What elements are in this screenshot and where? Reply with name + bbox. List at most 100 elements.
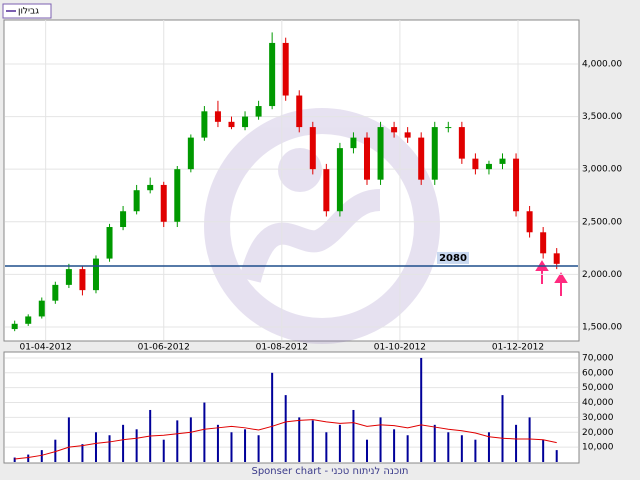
- candle-body: [540, 232, 547, 254]
- x-tick-label: 01-12-2012: [492, 343, 544, 353]
- volume-bar: [501, 395, 504, 462]
- y-tick-label: 4,000.00: [582, 59, 622, 69]
- volume-bar: [162, 439, 165, 462]
- volume-bar: [352, 409, 355, 462]
- candle-body: [350, 137, 357, 149]
- volume-bar: [487, 432, 490, 462]
- candle-body: [499, 158, 506, 164]
- volume-bar: [515, 424, 518, 462]
- legend-box: [2, 3, 52, 19]
- candle-body: [485, 163, 492, 170]
- volume-bar: [176, 420, 179, 462]
- volume-bar: [257, 435, 260, 462]
- candle-body: [269, 42, 276, 107]
- candle-body: [147, 184, 154, 191]
- volume-bar: [216, 424, 219, 462]
- y-tick-label: 3,500.00: [582, 112, 622, 122]
- candle-body: [377, 127, 384, 180]
- volume-bar: [338, 424, 341, 462]
- volume-bar: [94, 432, 97, 462]
- volume-bar: [379, 417, 382, 462]
- candle-body: [228, 121, 235, 128]
- volume-bar: [365, 439, 368, 462]
- candle-body: [79, 269, 86, 291]
- volume-bar: [40, 450, 43, 462]
- volume-bar: [406, 435, 409, 462]
- volume-pane: [3, 351, 580, 464]
- volume-bar: [393, 429, 396, 462]
- y-tick-label: 3,000.00: [582, 165, 622, 175]
- x-tick-label: 01-06-2012: [138, 343, 190, 353]
- y-tick-label: 70,000: [582, 353, 614, 363]
- candle-body: [242, 116, 249, 128]
- candle-body: [472, 158, 479, 170]
- volume-bar: [474, 439, 477, 462]
- level-label-bg: [437, 251, 469, 264]
- y-tick-label: 60,000: [582, 368, 614, 378]
- volume-bar: [54, 439, 57, 462]
- y-tick-label: 10,000: [582, 443, 614, 453]
- footer: Sponser chart - תוכנה לניתוח טכני: [251, 466, 408, 477]
- volume-bar: [447, 432, 450, 462]
- candle-body: [92, 258, 99, 291]
- y-tick-label: 20,000: [582, 428, 614, 438]
- volume-bar: [13, 457, 16, 462]
- volume-bar: [230, 432, 233, 462]
- volume-bar: [203, 402, 206, 462]
- y-tick-label: 40,000: [582, 398, 614, 408]
- candle-body: [363, 137, 370, 180]
- volume-bar: [244, 429, 247, 462]
- candle-body: [445, 127, 452, 129]
- candle-body: [418, 137, 425, 180]
- x-tick-label: 01-04-2012: [19, 343, 71, 353]
- level-label: 2080: [439, 253, 467, 264]
- y-tick-label: 30,000: [582, 413, 614, 423]
- candle-body: [513, 158, 520, 212]
- candle-body: [336, 148, 343, 212]
- candle-body: [201, 111, 208, 138]
- candle-body: [309, 127, 316, 170]
- volume-bar: [555, 450, 558, 462]
- candle-body: [174, 169, 181, 222]
- moving-average: [14, 419, 557, 460]
- candle-body: [296, 95, 303, 128]
- volume-bar: [67, 417, 70, 462]
- candle-body: [11, 323, 18, 330]
- x-tick-label: 01-10-2012: [374, 343, 426, 353]
- candle-body: [553, 253, 560, 264]
- candle-body: [391, 127, 398, 133]
- volume-bar: [81, 444, 84, 462]
- candle-body: [25, 316, 32, 324]
- candle-body: [255, 106, 262, 117]
- price-pane: [3, 19, 580, 342]
- candle-body: [323, 169, 330, 212]
- volume-bar: [135, 429, 138, 462]
- candle-body: [133, 190, 140, 212]
- volume-bar: [433, 424, 436, 462]
- volume-bar: [27, 454, 30, 462]
- volume-bar: [108, 435, 111, 462]
- candle-body: [187, 137, 194, 170]
- volume-bar: [542, 439, 545, 462]
- y-tick-label: 2,500.00: [582, 217, 622, 227]
- y-tick-label: 50,000: [582, 383, 614, 393]
- candle-body: [431, 127, 438, 180]
- candle-body: [106, 227, 113, 259]
- volume-bar: [311, 420, 314, 462]
- candle-body: [120, 211, 127, 228]
- volume-bar: [284, 395, 287, 462]
- volume-bar: [122, 424, 125, 462]
- candle-body: [526, 211, 533, 233]
- candle-body: [458, 127, 465, 159]
- volume-bar: [189, 417, 192, 462]
- volume-bar: [528, 417, 531, 462]
- candle-body: [65, 269, 72, 285]
- candle-body: [160, 184, 167, 222]
- volume-bar: [298, 417, 301, 462]
- x-tick-label: 01-08-2012: [256, 343, 308, 353]
- volume-bar: [420, 357, 423, 462]
- candle-body: [404, 132, 411, 138]
- volume-bar: [271, 372, 274, 462]
- volume-bar: [460, 435, 463, 462]
